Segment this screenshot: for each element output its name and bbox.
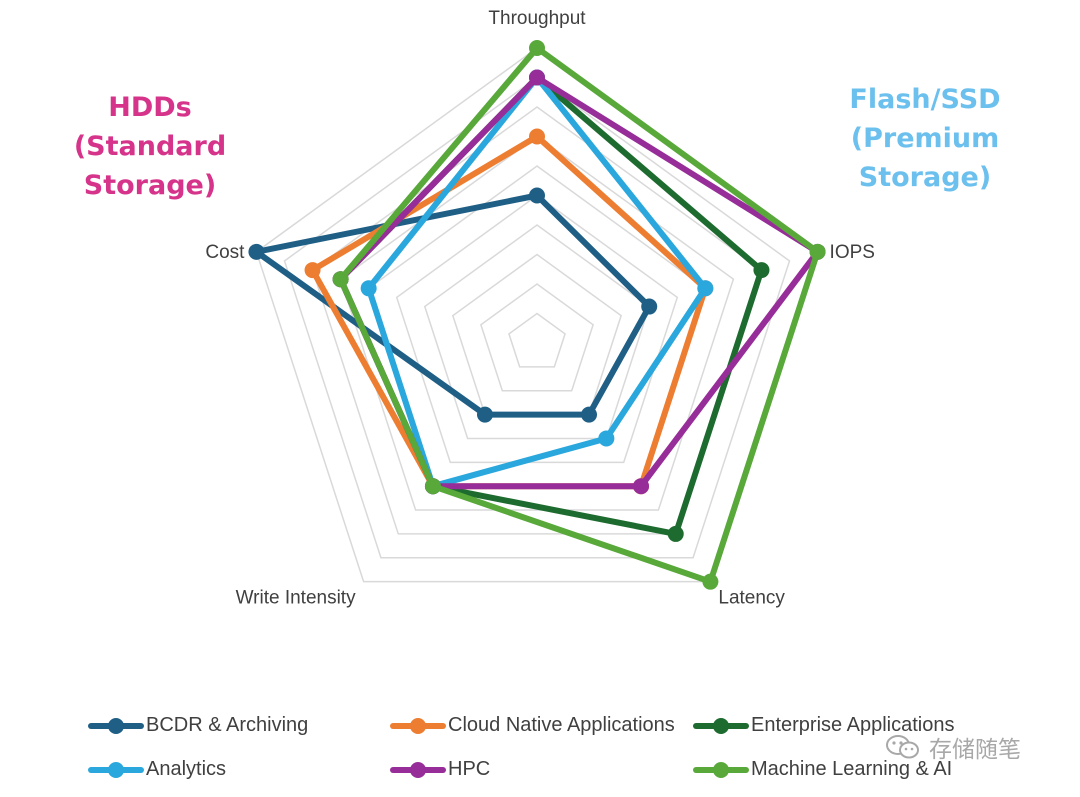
series-point [332, 271, 349, 288]
flash-annotation-line: Storage) [858, 162, 992, 193]
series-line [365, 74, 709, 490]
series-point [697, 280, 714, 297]
legend-label: Machine Learning & AI [751, 758, 953, 780]
series-line [337, 45, 821, 585]
series-point [529, 69, 545, 86]
series-point [702, 573, 719, 590]
grid-ring [508, 312, 566, 368]
grid-ring [339, 135, 735, 511]
chart-legend: BCDR & Archiving Cloud Native Applicatio… [0, 700, 1080, 797]
legend-swatch [88, 716, 144, 736]
grid-ring [311, 106, 763, 535]
radar-series [248, 40, 826, 590]
legend-label: HPC [448, 758, 491, 780]
legend-label: BCDR & Archiving [146, 714, 309, 736]
wechat-icon [886, 735, 919, 759]
series-point [529, 128, 545, 145]
series-point [633, 478, 650, 495]
legend-item-cloud-native: Cloud Native Applications [390, 714, 675, 737]
legend-item-ml-ai: Machine Learning & AI [693, 758, 952, 781]
series-enterprise-applications [332, 69, 770, 542]
legend-swatch [693, 716, 749, 736]
hdd-annotation-line: Storage) [83, 170, 217, 201]
axis-label-cost: Cost [205, 242, 245, 263]
legend-swatch [693, 760, 749, 780]
axis-labels: Throughput IOPS Latency Write Intensity Cost [205, 8, 875, 609]
series-point [476, 406, 493, 423]
series-point [581, 406, 598, 423]
legend-swatch [88, 760, 144, 780]
series-point [304, 262, 321, 279]
watermark: 存储随笔 [885, 730, 1021, 764]
legend-item-enterprise: Enterprise Applications [693, 714, 954, 737]
series-point [424, 478, 441, 495]
flash-annotation-line: Flash/SSD [849, 84, 1001, 115]
grid-ring [395, 194, 679, 464]
legend-swatch [390, 716, 446, 736]
watermark-text: 存储随笔 [929, 736, 1021, 762]
series-point [248, 243, 265, 260]
grid-ring [283, 76, 791, 559]
axis-label-throughput: Throughput [488, 8, 586, 29]
series-line [253, 192, 653, 418]
series-point [360, 280, 377, 297]
legend-label: Analytics [146, 758, 227, 780]
series-point [809, 243, 826, 260]
series-point [529, 187, 545, 204]
legend-item-analytics: Analytics [88, 758, 226, 781]
flash-annotation-line: (Premium [850, 123, 1000, 154]
legend-swatch [390, 760, 446, 780]
legend-label: Cloud Native Applications [448, 714, 675, 736]
grid-ring [423, 224, 651, 440]
axis-label-latency: Latency [718, 588, 785, 609]
series-point [641, 298, 658, 315]
axis-label-iops: IOPS [830, 242, 875, 263]
hdd-annotation-line: HDDs (Standard [73, 92, 227, 162]
series-point [529, 40, 545, 56]
flash-annotation: Flash/SSD (Premium Storage) [840, 80, 1010, 197]
grid-ring [480, 283, 594, 392]
legend-label: Enterprise Applications [751, 714, 955, 736]
hdd-annotation: HDDs (Standard Storage) [30, 88, 270, 205]
series-point [667, 525, 684, 542]
series-machine-learning-ai [332, 40, 826, 590]
axis-label-write-intensity: Write Intensity [236, 588, 357, 609]
legend-item-hpc: HPC [390, 758, 490, 781]
series-line [337, 74, 821, 490]
radar-chart: Throughput IOPS Latency Write Intensity Cost [205, 8, 875, 609]
series-point [753, 262, 770, 279]
legend-item-bcdr: BCDR & Archiving [88, 714, 308, 737]
series-bcdr-archiving [248, 187, 658, 423]
series-point [598, 430, 615, 447]
